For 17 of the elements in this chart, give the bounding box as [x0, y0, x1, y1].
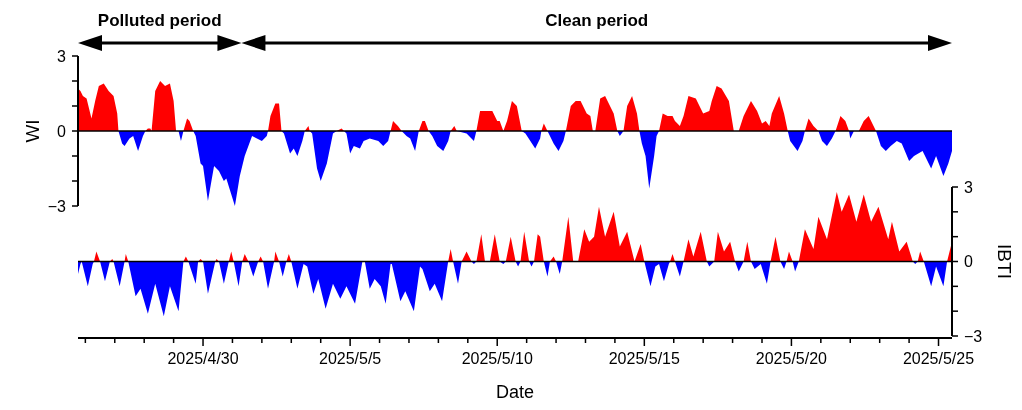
x-tick-label: 2025/5/10: [461, 350, 533, 367]
y-tick-label: 3: [57, 47, 67, 65]
y2-tick-label: 3: [964, 178, 973, 196]
y-axis-title: WI: [21, 119, 43, 143]
x-tick-label: 2025/5/20: [755, 350, 828, 367]
y-tick-label: −3: [47, 197, 67, 215]
text: Polluted period: [97, 11, 222, 30]
x-tick-label: 2025/5/5: [318, 350, 382, 367]
text: Clean period: [545, 11, 649, 30]
y2-tick-label: 0: [964, 253, 973, 271]
x-tick-label: 2025/5/15: [608, 350, 681, 367]
x-tick-label: 2025/5/25: [902, 350, 975, 367]
x-tick-label: 2025/4/30: [167, 350, 239, 367]
x-axis-title: Date: [495, 382, 535, 402]
y2-tick-label: −3: [964, 327, 983, 345]
y-tick-label: 0: [57, 122, 67, 140]
y2-axis-title: IBTI: [994, 244, 1016, 279]
